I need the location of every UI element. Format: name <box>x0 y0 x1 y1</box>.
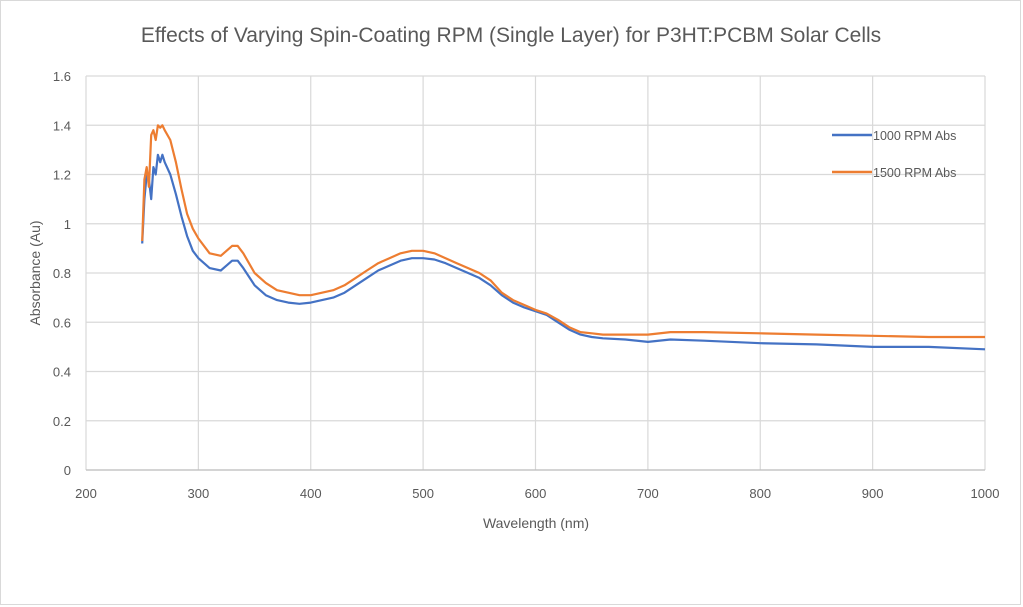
x-axis-label: Wavelength (nm) <box>483 515 589 531</box>
y-tick-label: 0.4 <box>53 365 71 380</box>
y-tick-label: 1.6 <box>53 69 71 84</box>
y-tick-label: 1.2 <box>53 168 71 183</box>
chart-title: Effects of Varying Spin-Coating RPM (Sin… <box>141 24 881 47</box>
y-tick-label: 0.8 <box>53 266 71 281</box>
x-tick-label: 700 <box>637 486 659 501</box>
tick-labels: 0 0.2 0.4 0.6 0.8 1 1.2 1.4 1.6 200 300 400 500 600 70… <box>53 69 1000 501</box>
series-line-1 <box>141 153 986 351</box>
x-tick-label: 600 <box>525 486 547 501</box>
legend: 1000 RPM Abs 1500 RPM Abs <box>832 129 956 180</box>
x-tick-label: 200 <box>75 486 97 501</box>
series-lines <box>141 124 986 351</box>
y-tick-label: 0.2 <box>53 414 71 429</box>
y-tick-label: 1 <box>64 217 71 232</box>
x-tick-label: 400 <box>300 486 322 501</box>
grid <box>85 75 986 471</box>
legend-label-1: 1000 RPM Abs <box>873 129 956 143</box>
y-axis-label: Absorbance (Au) <box>27 220 43 325</box>
legend-label-2: 1500 RPM Abs <box>873 166 956 180</box>
x-tick-label: 900 <box>862 486 884 501</box>
y-tick-label: 0 <box>64 463 71 478</box>
x-tick-label: 500 <box>412 486 434 501</box>
y-tick-label: 1.4 <box>53 118 71 133</box>
y-tick-label: 0.6 <box>53 315 71 330</box>
x-tick-label: 800 <box>749 486 771 501</box>
series-line-2 <box>141 124 985 339</box>
x-tick-label: 1000 <box>971 486 1000 501</box>
x-tick-label: 300 <box>188 486 210 501</box>
